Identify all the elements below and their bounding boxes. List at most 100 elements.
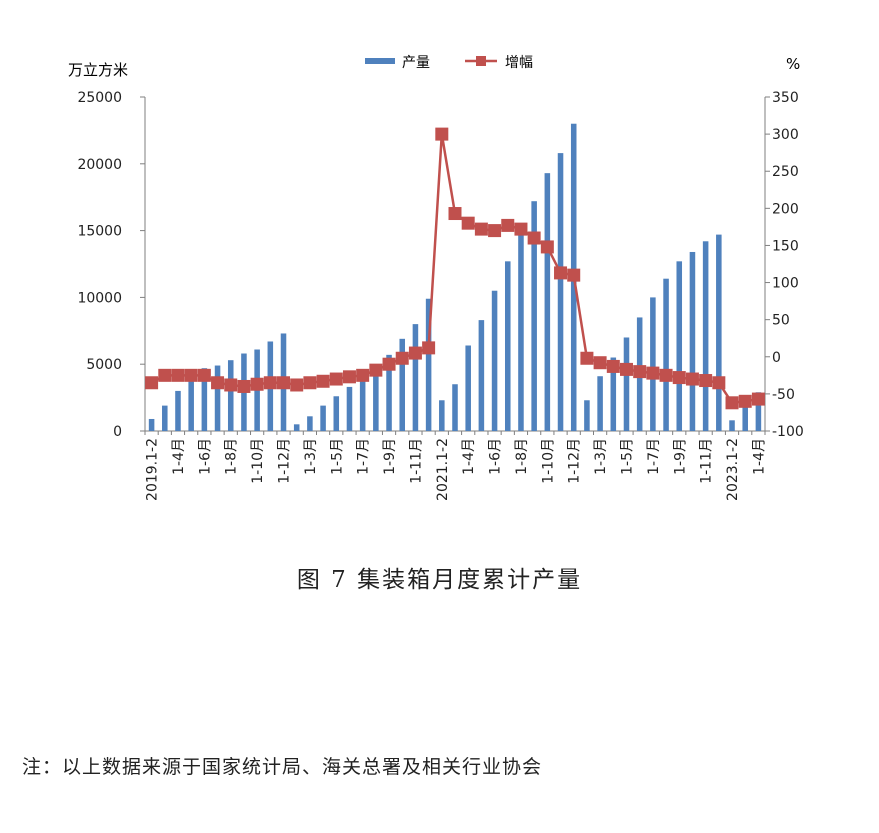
x-tick-label: 1-11月 (699, 438, 715, 484)
left-tick-label: 10000 (77, 290, 122, 306)
x-tick-label: 1-6月 (197, 438, 213, 475)
bar (359, 378, 366, 431)
right-tick-label: -100 (772, 424, 804, 440)
chart: 产量 增幅 万立方米 % 0 5000 10000 15000 20000 25000 -1… (68, 55, 804, 501)
line-point (540, 240, 554, 254)
bar (465, 345, 471, 431)
bar (597, 376, 603, 431)
legend-label-bar: 产量 (402, 55, 430, 71)
line-point (408, 346, 422, 360)
right-tick-label: 50 (772, 313, 790, 329)
line-point (527, 231, 541, 245)
line-point (712, 376, 726, 390)
bar (386, 354, 392, 431)
bar (175, 390, 181, 431)
bar (333, 396, 340, 431)
left-tick-label: 25000 (77, 90, 122, 106)
line-point (567, 268, 581, 282)
bar (650, 297, 656, 431)
line-point (619, 362, 633, 376)
line-point (277, 376, 291, 390)
bar (478, 320, 485, 431)
line-point (633, 365, 647, 379)
bar (755, 392, 762, 431)
bar (201, 368, 208, 431)
line-point (224, 378, 238, 392)
right-tick-label: 150 (772, 238, 799, 254)
bar (188, 378, 194, 431)
right-tick-label: 350 (772, 90, 799, 106)
line-point (488, 224, 502, 238)
right-axis-unit: % (786, 55, 800, 73)
line-point (382, 357, 396, 371)
bar (544, 173, 551, 432)
bar (214, 365, 221, 431)
left-axis-unit: 万立方米 (68, 61, 128, 79)
x-tick-label: 1-4月 (751, 438, 767, 475)
x-tick-label: 1-3月 (303, 438, 319, 475)
bar (439, 400, 445, 431)
legend-swatch-marker (476, 56, 486, 66)
line-point (461, 216, 475, 230)
bar (504, 261, 511, 431)
bar (557, 153, 564, 431)
right-tick-label: 200 (772, 201, 799, 217)
line-point (554, 266, 568, 280)
x-tick-label: 1-5月 (619, 438, 635, 475)
line-point (422, 341, 436, 355)
line-point (369, 363, 383, 377)
bar (307, 416, 313, 431)
line-point (356, 368, 370, 382)
left-tick-label: 5000 (86, 357, 122, 373)
line-point (435, 127, 449, 141)
line-point (646, 366, 660, 380)
line-point (448, 207, 462, 221)
right-tick-label: 100 (772, 276, 799, 292)
bar (293, 424, 300, 431)
bar (584, 400, 590, 431)
legend-swatch-bar (365, 58, 395, 64)
x-tick-label: 1-8月 (224, 438, 240, 475)
bar-series (148, 123, 762, 432)
line-series (145, 127, 765, 410)
bar (702, 241, 709, 431)
bar (425, 298, 432, 431)
bar (676, 261, 683, 431)
bar (399, 338, 406, 431)
bar (663, 278, 669, 431)
source-note: 注：以上数据来源于国家统计局、海关总署及相关行业协会 (22, 756, 543, 778)
line-point (474, 222, 488, 236)
x-tick-label: 1-12月 (277, 438, 293, 484)
line-point (171, 368, 185, 382)
bar (452, 384, 458, 431)
bar (531, 201, 537, 431)
line-point (263, 376, 277, 390)
bar (491, 290, 498, 431)
figure-caption: 图 7 集装箱月度累计产量 (296, 567, 583, 593)
line-point (395, 351, 409, 365)
bar (412, 324, 419, 431)
line-point (145, 376, 159, 390)
x-tick-label: 1-8月 (514, 438, 530, 475)
bar (742, 406, 748, 431)
right-tick-label: 300 (772, 127, 799, 143)
x-tick-label: 1-10月 (250, 438, 266, 484)
line-point (501, 218, 515, 232)
x-tick-label: 1-9月 (382, 438, 398, 475)
x-tick-label: 1-10月 (540, 438, 556, 484)
x-tick-label: 1-12月 (567, 438, 583, 484)
bar (623, 337, 630, 431)
bar (373, 366, 379, 431)
right-tick-label: 250 (772, 164, 799, 180)
bar (729, 420, 735, 431)
line-point (250, 377, 264, 391)
line-point (237, 379, 251, 393)
line-point (659, 368, 673, 382)
x-tick-label: 2021.1-2 (435, 438, 451, 501)
bar (716, 234, 722, 431)
legend-label-line: 增幅 (505, 55, 533, 71)
line-point (342, 370, 356, 384)
right-tick-label: 0 (772, 350, 781, 366)
x-tick-label: 1-5月 (329, 438, 345, 475)
bar (148, 418, 155, 431)
